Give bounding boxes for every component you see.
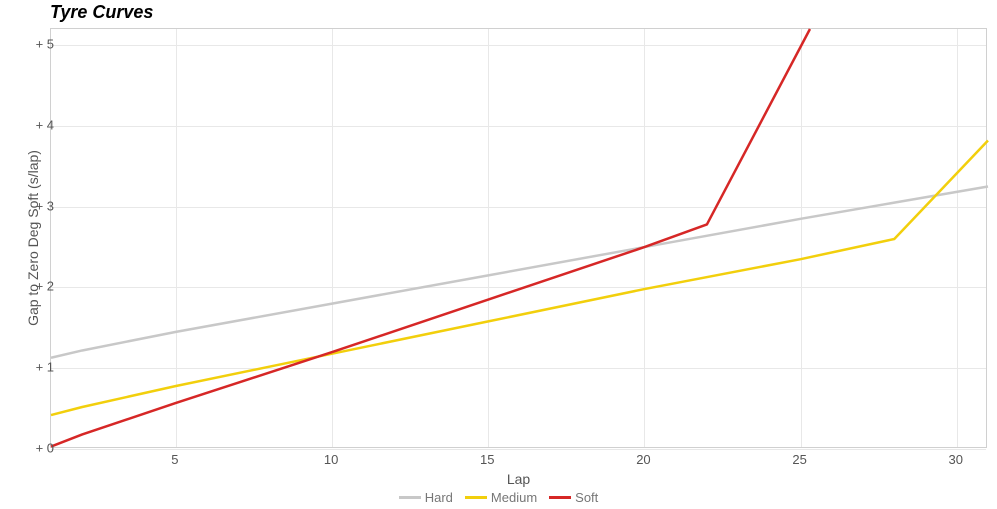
- x-tick-label: 10: [324, 452, 338, 467]
- legend-label: Medium: [491, 490, 537, 505]
- legend-swatch: [465, 496, 487, 499]
- y-tick-label: + 1: [36, 360, 54, 375]
- legend-swatch: [399, 496, 421, 499]
- x-tick-label: 20: [636, 452, 650, 467]
- x-tick-label: 15: [480, 452, 494, 467]
- legend-item-soft: Soft: [549, 490, 598, 505]
- legend: Hard Medium Soft: [0, 487, 997, 505]
- x-axis-label: Lap: [507, 471, 530, 487]
- legend-label: Hard: [425, 490, 453, 505]
- x-tick-label: 30: [949, 452, 963, 467]
- chart-lines: [51, 29, 988, 449]
- legend-item-medium: Medium: [465, 490, 537, 505]
- y-axis-label: Gap to Zero Deg Soft (s/lap): [25, 150, 41, 326]
- plot-area: Gap to Zero Deg Soft (s/lap) Lap: [50, 28, 987, 448]
- y-tick-label: + 5: [36, 37, 54, 52]
- y-tick-label: + 3: [36, 198, 54, 213]
- x-tick-label: 25: [792, 452, 806, 467]
- legend-swatch: [549, 496, 571, 499]
- y-tick-label: + 0: [36, 441, 54, 456]
- series-line-hard: [51, 187, 988, 358]
- series-line-medium: [51, 140, 988, 415]
- gridline-h: [51, 449, 986, 450]
- legend-label: Soft: [575, 490, 598, 505]
- chart-title: Tyre Curves: [50, 2, 153, 23]
- x-tick-label: 5: [171, 452, 178, 467]
- y-tick-label: + 4: [36, 117, 54, 132]
- legend-item-hard: Hard: [399, 490, 453, 505]
- y-tick-label: + 2: [36, 279, 54, 294]
